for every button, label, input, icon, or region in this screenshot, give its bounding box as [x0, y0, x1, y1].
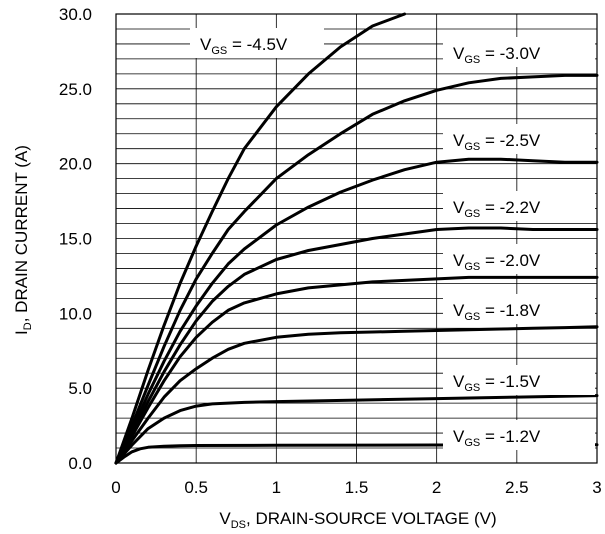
- x-tick-label: 0.5: [184, 478, 208, 497]
- curve-label-bg: [443, 124, 595, 154]
- curve-label-bg: [443, 244, 595, 274]
- y-tick-label: 5.0: [68, 379, 92, 398]
- x-tick-label: 2: [432, 478, 441, 497]
- curve-vgs: [114, 157, 599, 465]
- curve-vgs: [114, 443, 599, 465]
- curve-label: VGS = -2.2V: [453, 198, 541, 220]
- plot-frame: [115, 13, 598, 464]
- curve-vgs: [114, 12, 407, 465]
- curve-label-bg: [190, 28, 324, 58]
- curve-label: VGS = -1.2V: [453, 427, 541, 449]
- curve-vgs: [114, 73, 599, 465]
- curve-vgs: [114, 394, 599, 465]
- y-tick-label: 10.0: [59, 304, 92, 323]
- curve-label: VGS = -1.8V: [453, 301, 541, 323]
- y-tick-label: 15.0: [59, 230, 92, 249]
- x-axis-title: VDS, DRAIN-SOURCE VOLTAGE (V): [219, 509, 496, 531]
- curve-label: VGS = -4.5V: [200, 35, 288, 57]
- y-axis-title: ID, DRAIN CURRENT (A): [12, 145, 34, 335]
- y-tick-label: 20.0: [59, 155, 92, 174]
- y-tick-label: 30.0: [59, 5, 92, 24]
- curve-labels: VGS = -4.5V VGS = -3.0V VGS = -2.5V VGS = -…: [190, 28, 595, 450]
- curve-vgs: [114, 275, 599, 465]
- curve-label-bg: [443, 37, 595, 67]
- curve-vgs: [114, 325, 599, 465]
- y-tick-label: 0.0: [68, 454, 92, 473]
- x-tick-label: 1: [272, 478, 281, 497]
- y-tick-labels: 0.0 5.0 10.0 15.0 20.0 25.0 30.0: [59, 5, 92, 473]
- curve-label: VGS = -3.0V: [453, 44, 541, 66]
- curve-vgs: [114, 226, 599, 465]
- x-tick-label: 2.5: [505, 478, 529, 497]
- x-tick-label: 1.5: [345, 478, 369, 497]
- curve-label: VGS = -2.5V: [453, 131, 541, 153]
- curve-label: VGS = -1.5V: [453, 372, 541, 394]
- x-tick-labels: 0 0.5 1 1.5 2 2.5 3: [111, 478, 601, 497]
- curve-label-bg: [443, 294, 595, 324]
- curves: [114, 12, 599, 465]
- curve-label: VGS = -2.0V: [453, 251, 541, 273]
- curve-label-bg: [443, 365, 595, 395]
- y-tick-label: 25.0: [59, 80, 92, 99]
- curve-label-bg: [443, 191, 595, 221]
- x-tick-label: 0: [111, 478, 120, 497]
- x-tick-label: 3: [592, 478, 601, 497]
- curve-label-bg: [443, 420, 595, 450]
